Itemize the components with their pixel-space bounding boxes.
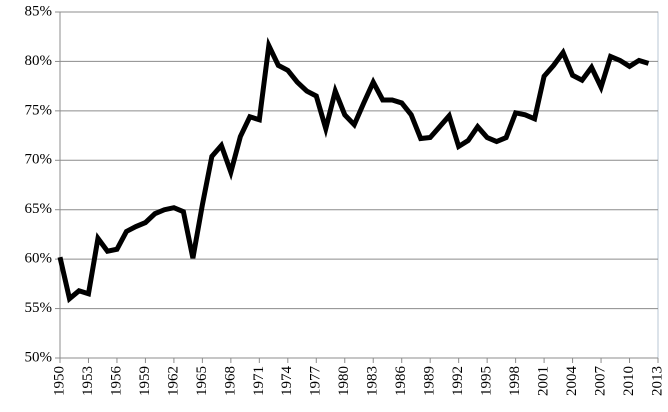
x-tick-label: 1962: [165, 366, 181, 396]
x-tick-label: 2010: [621, 366, 637, 396]
y-tick-label: 65%: [25, 201, 53, 217]
y-tick-label: 85%: [25, 3, 53, 19]
x-tick-label: 1977: [308, 366, 324, 397]
x-tick-label: 1995: [479, 366, 495, 396]
x-tick-label: 1998: [507, 366, 523, 396]
y-tick-label: 75%: [25, 102, 53, 118]
x-tick-label: 1980: [336, 366, 352, 396]
x-tick-label: 1968: [222, 366, 238, 396]
x-tick-label: 1956: [108, 366, 124, 397]
y-tick-label: 70%: [25, 152, 53, 168]
y-tick-label: 55%: [25, 300, 53, 316]
y-tick-label: 50%: [25, 349, 53, 365]
x-tick-label: 2001: [536, 366, 552, 396]
x-tick-label: 1992: [450, 366, 466, 396]
x-tick-label: 1989: [422, 366, 438, 396]
x-tick-label: 2004: [564, 366, 580, 397]
data-line: [57, 36, 650, 304]
y-tick-label: 80%: [25, 53, 53, 69]
x-tick-label: 2007: [592, 366, 608, 397]
x-tick-label: 1950: [51, 366, 67, 396]
x-tick-label: 1974: [279, 366, 295, 397]
y-tick-label: 60%: [25, 251, 53, 267]
x-tick-label: 1986: [393, 366, 409, 397]
x-tick-label: 1959: [137, 366, 153, 396]
x-tick-label: 2013: [649, 366, 665, 396]
x-tick-label: 1983: [365, 366, 381, 396]
x-tick-label: 1965: [194, 366, 210, 396]
x-tick-label: 1953: [80, 366, 96, 396]
x-tick-label: 1971: [251, 366, 267, 396]
